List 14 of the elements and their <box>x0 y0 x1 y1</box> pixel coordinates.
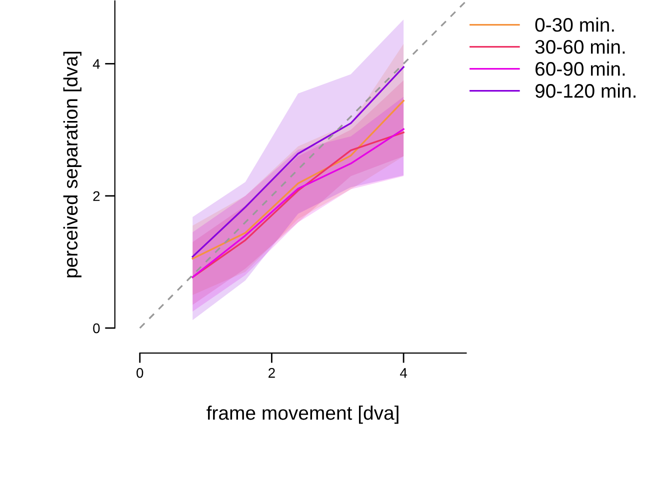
x-axis-title: frame movement [dva] <box>206 406 398 424</box>
y-axis-title: perceived separation [dva] <box>63 52 82 278</box>
y-tick-label: 4 <box>92 59 100 69</box>
legend-label: 60-90 min. <box>536 62 625 76</box>
x-tick-label: 4 <box>400 368 408 378</box>
line-series <box>192 100 404 260</box>
line-series <box>192 66 404 258</box>
x-tick-label: 0 <box>136 368 144 378</box>
y-tick-label: 2 <box>93 191 100 201</box>
x-tick-label: 2 <box>268 368 275 378</box>
y-tick-label: 0 <box>93 323 100 334</box>
legend-label: 90-120 min. <box>535 84 636 98</box>
legend-label: 30-60 min. <box>535 40 625 54</box>
legend-label: 0-30 min. <box>535 18 614 32</box>
